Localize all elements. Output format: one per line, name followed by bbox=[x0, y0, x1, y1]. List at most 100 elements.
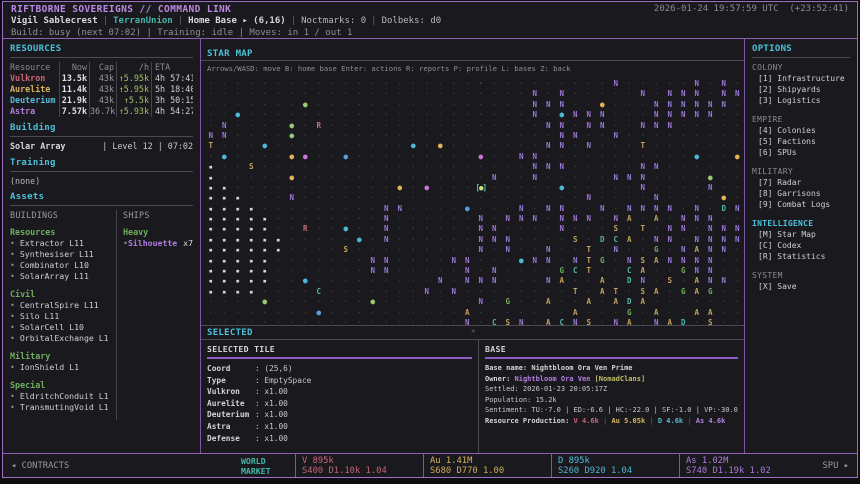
map-cell[interactable]: · bbox=[393, 318, 407, 325]
menu-item-star-map[interactable]: [M] Star Map bbox=[752, 229, 850, 240]
options-group-title: SYSTEM bbox=[752, 270, 850, 281]
separator: | bbox=[645, 417, 658, 425]
map-cell[interactable]: · bbox=[353, 318, 367, 325]
tile-field: Type: EmptySpace bbox=[207, 375, 472, 387]
map-cell[interactable]: A bbox=[663, 318, 677, 325]
tile-field-key: Defense bbox=[207, 433, 255, 445]
asset-item-label: EldritchConduit L1 bbox=[20, 391, 109, 401]
player-name: Vigil Sablecrest bbox=[11, 16, 98, 27]
asset-item-label: Synthesiser L11 bbox=[20, 249, 94, 259]
map-cell[interactable]: C bbox=[555, 318, 569, 325]
building-info: | Level 12 | 07:02 bbox=[102, 141, 193, 152]
building-name: Solar Array bbox=[10, 141, 65, 152]
map-cell[interactable]: S bbox=[704, 318, 718, 325]
spu-toggle[interactable]: SPU ▸ bbox=[807, 454, 857, 477]
starmap-title: STAR MAP bbox=[207, 49, 253, 59]
map-cell[interactable]: · bbox=[312, 318, 326, 325]
map-cell[interactable]: · bbox=[285, 318, 299, 325]
resource-now: 21.9k bbox=[60, 95, 90, 106]
options-panel: OPTIONS COLONY[1] Infrastructure[2] Ship… bbox=[744, 39, 857, 453]
map-cell[interactable]: · bbox=[636, 318, 650, 325]
quote-prices: S680 D770 1.00 bbox=[430, 466, 551, 476]
map-cell[interactable]: N bbox=[515, 318, 529, 325]
asset-item: • Combinator L10 bbox=[10, 260, 112, 271]
menu-item-statistics[interactable]: [R] Statistics bbox=[752, 251, 850, 262]
map-cell[interactable]: · bbox=[204, 318, 218, 325]
asset-group-title: Resources bbox=[10, 227, 112, 238]
map-row: T···●··········●·●·······NN·N···T······· bbox=[204, 138, 744, 148]
map-cell[interactable]: · bbox=[272, 318, 286, 325]
app-title: RIFTBORNE SOVEREIGNS // COMMAND LINK bbox=[11, 4, 231, 15]
asset-group: Resources• Extractor L11• Synthesiser L1… bbox=[10, 227, 112, 282]
menu-item-colonies[interactable]: [4] Colonies bbox=[752, 125, 850, 136]
map-cell[interactable]: · bbox=[420, 318, 434, 325]
map-cell[interactable]: N bbox=[609, 318, 623, 325]
menu-item-radar[interactable]: [7] Radar bbox=[752, 177, 850, 188]
spinner: * bbox=[471, 328, 476, 339]
selected-title: SELECTED bbox=[207, 328, 253, 339]
menu-item-factions[interactable]: [5] Factions bbox=[752, 136, 850, 147]
map-cell[interactable]: A bbox=[542, 318, 556, 325]
map-cell[interactable]: S bbox=[501, 318, 515, 325]
asset-item: • Extractor L11 bbox=[10, 238, 112, 249]
menu-item-infrastructure[interactable]: [1] Infrastructure bbox=[752, 73, 850, 84]
map-cell[interactable]: · bbox=[326, 318, 340, 325]
resource-eta: 5h 18:40 bbox=[152, 84, 193, 95]
map-row: ▪▪▪▪▪▪·····●·N······NNN····S·DCA·NN·NNNN bbox=[204, 232, 744, 242]
map-cell[interactable]: · bbox=[447, 318, 461, 325]
map-cell[interactable]: · bbox=[407, 318, 421, 325]
map-cell[interactable]: · bbox=[596, 318, 610, 325]
map-cell[interactable]: · bbox=[731, 318, 745, 325]
menu-item-codex[interactable]: [C] Codex bbox=[752, 240, 850, 251]
map-cell[interactable]: N bbox=[569, 318, 583, 325]
menu-item-save[interactable]: [X] Save bbox=[752, 281, 850, 292]
map-cell[interactable]: N bbox=[650, 318, 664, 325]
map-cell[interactable]: C bbox=[488, 318, 502, 325]
status-line: Vigil Sablecrest | TerranUnion | Home Ba… bbox=[11, 16, 849, 27]
market-quote[interactable]: As 1.02MS740 D1.19k 1.02 bbox=[679, 454, 807, 477]
options-group: INTELLIGENCE[M] Star Map[C] Codex[R] Sta… bbox=[752, 218, 850, 262]
separator: | bbox=[599, 417, 612, 425]
resources-table: Vulkron13.5k43k↑5.95k4h 57:41Aurelite11.… bbox=[10, 73, 193, 117]
map-cell[interactable]: · bbox=[717, 318, 731, 325]
menu-item-shipyards[interactable]: [2] Shipyards bbox=[752, 84, 850, 95]
map-cell[interactable]: · bbox=[258, 318, 272, 325]
asset-item-label: SolarCell L10 bbox=[20, 322, 84, 332]
map-cell[interactable]: S bbox=[582, 318, 596, 325]
map-cell[interactable]: A bbox=[623, 318, 637, 325]
map-row: ········●··········A·······A···G·A··AA·· bbox=[204, 305, 744, 315]
buildings-column: BUILDINGS Resources• Extractor L11• Synt… bbox=[10, 210, 117, 420]
map-cell[interactable]: · bbox=[474, 318, 488, 325]
map-row: ▪▪▪▪▪·······NN·····N·N····GCT··CA··GNN·· bbox=[204, 263, 744, 273]
map-cell[interactable]: D bbox=[677, 318, 691, 325]
tile-fields: Coord: (25,6)Type: EmptySpaceVulkron: x1… bbox=[207, 363, 472, 444]
resource-eta: 4h 57:41 bbox=[152, 73, 193, 84]
asset-item: • EldritchConduit L1 bbox=[10, 391, 112, 402]
map-cell[interactable]: · bbox=[690, 318, 704, 325]
map-cell[interactable]: · bbox=[245, 318, 259, 325]
divider bbox=[485, 357, 738, 359]
map-cell[interactable]: N bbox=[461, 318, 475, 325]
map-cell[interactable]: · bbox=[434, 318, 448, 325]
menu-item-logistics[interactable]: [3] Logistics bbox=[752, 95, 850, 106]
market-quote[interactable]: D 895kS260 D920 1.04 bbox=[551, 454, 679, 477]
map-cell[interactable]: · bbox=[231, 318, 245, 325]
assets-title: Assets bbox=[10, 192, 193, 202]
map-cell[interactable]: · bbox=[380, 318, 394, 325]
market-quote[interactable]: V 895kS400 D1.10k 1.04 bbox=[295, 454, 423, 477]
options-group-title: EMPIRE bbox=[752, 114, 850, 125]
map-cell[interactable]: · bbox=[528, 318, 542, 325]
contracts-toggle[interactable]: ◂ CONTRACTS bbox=[3, 454, 241, 477]
training-entry: (none) bbox=[10, 176, 193, 186]
market-quote[interactable]: Au 1.41MS680 D770 1.00 bbox=[423, 454, 551, 477]
map-cell[interactable]: · bbox=[366, 318, 380, 325]
map-cell[interactable]: · bbox=[299, 318, 313, 325]
menu-item-garrisons[interactable]: [8] Garrisons bbox=[752, 188, 850, 199]
resource-name: Deuterium bbox=[10, 95, 60, 106]
menu-item-combat-logs[interactable]: [9] Combat Logs bbox=[752, 199, 850, 210]
map-cell[interactable]: · bbox=[218, 318, 232, 325]
location-label: Home Base ▸ (6,16) bbox=[188, 16, 286, 27]
buildings-groups: Resources• Extractor L11• Synthesiser L1… bbox=[10, 227, 112, 413]
map-cell[interactable]: · bbox=[339, 318, 353, 325]
menu-item-spus[interactable]: [6] SPUs bbox=[752, 147, 850, 158]
